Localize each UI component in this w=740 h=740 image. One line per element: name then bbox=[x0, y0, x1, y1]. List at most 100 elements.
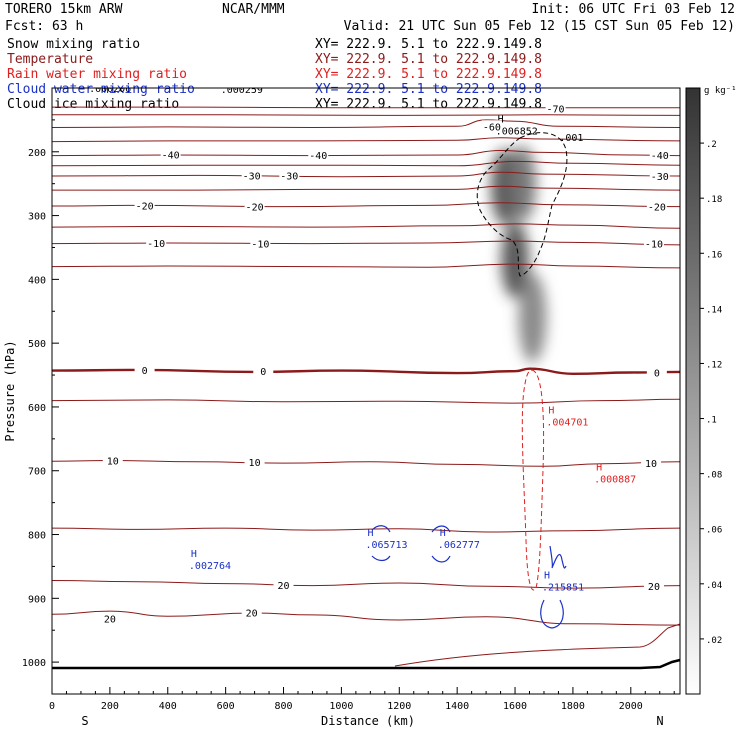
isotherm-label-bg-10 bbox=[646, 200, 667, 212]
valid-time: Valid: 21 UTC Sun 05 Feb 12 (15 CST Sun … bbox=[344, 19, 735, 34]
isotherm-label-16: 0 bbox=[654, 369, 660, 380]
marker-value-6: .065713 bbox=[365, 540, 407, 551]
marker-h-4: H bbox=[548, 406, 554, 417]
isotherm-label-bg-19 bbox=[641, 457, 662, 469]
isotherm--35 bbox=[52, 160, 680, 167]
isotherm-25 bbox=[52, 610, 680, 626]
legend-snow-xy: XY= 222.9. 5.1 to 222.9.149.8 bbox=[315, 37, 542, 52]
colorbar-ticks: .02 .04 .06 .08 .1 .12 .14 .16 .18 .2 bbox=[700, 140, 722, 646]
marker-value-4: .004701 bbox=[546, 418, 588, 429]
marker-value-8: .002764 bbox=[189, 561, 231, 572]
isotherm--25 bbox=[52, 185, 680, 191]
legend-cloud-ice-xy: XY= 222.9. 5.1 to 222.9.149.8 bbox=[315, 97, 542, 112]
y-tick-label-700: 700 bbox=[28, 467, 46, 478]
isotherm-label-22: 20 bbox=[104, 615, 116, 626]
y-tick-label-500: 500 bbox=[28, 339, 46, 350]
isotherm-label-17: 10 bbox=[107, 457, 119, 468]
isotherm-label-bg-23 bbox=[643, 580, 664, 592]
isotherm-label-bg-7 bbox=[649, 170, 670, 182]
colorbar-tick-label-1: .04 bbox=[706, 581, 722, 591]
x-tick-label-1800: 1800 bbox=[561, 701, 585, 712]
colorbar-ramp bbox=[685, 87, 701, 695]
x-tick-label-600: 600 bbox=[217, 701, 235, 712]
legend-temperature-name: Temperature bbox=[7, 52, 93, 67]
marker-value-1: .001 bbox=[559, 133, 583, 144]
x-tick-label-800: 800 bbox=[274, 701, 292, 712]
isotherm-10 bbox=[52, 459, 680, 467]
x-tick-label-400: 400 bbox=[159, 701, 177, 712]
colorbar-tick-label-0: .02 bbox=[706, 636, 722, 646]
isotherm-label-7: -30 bbox=[651, 172, 669, 183]
isotherm-label-bg-3 bbox=[308, 148, 329, 160]
x-tick-label-200: 200 bbox=[101, 701, 119, 712]
center-label: NCAR/MMM bbox=[222, 2, 285, 17]
legend-snow-name: Snow mixing ratio bbox=[7, 37, 140, 52]
isotherm-label-bg-6 bbox=[279, 169, 300, 181]
isotherm-label-20: 20 bbox=[277, 581, 289, 592]
isotherm-label-10: -20 bbox=[648, 203, 666, 214]
x-tick-label-0: 0 bbox=[49, 701, 55, 712]
colorbar-tick-label-7: .16 bbox=[706, 250, 722, 260]
y-axis: 200 300 400 500 600 700 800 900 1000 bbox=[22, 119, 59, 695]
isotherm-label-1: -60 bbox=[483, 122, 501, 133]
isotherm-label-bg-8 bbox=[134, 199, 155, 211]
colorbar-unit: g kg⁻¹ bbox=[704, 86, 737, 96]
isotherm-label-6: -30 bbox=[280, 171, 298, 182]
x-tick-label-2000: 2000 bbox=[619, 701, 643, 712]
snow-maximum-3 bbox=[518, 272, 547, 363]
legend-cloud-ice-name: Cloud ice mixing ratio bbox=[7, 97, 179, 112]
y-tick-label-200: 200 bbox=[28, 148, 46, 159]
isotherm-label-9: -20 bbox=[246, 203, 264, 214]
isotherm--30 bbox=[52, 171, 680, 178]
y-tick-label-300: 300 bbox=[28, 212, 46, 223]
isotherm--10 bbox=[52, 240, 680, 246]
isotherm--50 bbox=[52, 137, 680, 143]
isotherm-label-bg-17 bbox=[102, 454, 123, 466]
contour-markers: H.006852.001.000206.000259H.004701H.0008… bbox=[89, 84, 636, 594]
isotherm-label-bg-2 bbox=[160, 148, 181, 160]
terrain-temp-segment bbox=[394, 623, 681, 667]
colorbar-tick-label-6: .14 bbox=[706, 305, 722, 315]
plot-frame bbox=[51, 87, 681, 695]
marker-value-7: .062777 bbox=[438, 540, 480, 551]
isotherm-label-8: -20 bbox=[136, 201, 154, 212]
y-tick-label-600: 600 bbox=[28, 403, 46, 414]
isotherm-label-bg-12 bbox=[250, 237, 271, 249]
isotherm-label-15: 0 bbox=[260, 367, 266, 378]
x-axis: 0 200 400 600 800 1000 1200 1400 1600 1800 2000 bbox=[49, 687, 675, 712]
colorbar-tick-label-3: .08 bbox=[706, 471, 722, 481]
legend-rain-xy: XY= 222.9. 5.1 to 222.9.149.8 bbox=[315, 67, 542, 82]
isotherm-label-bg-0 bbox=[545, 102, 566, 114]
marker-value-2: .000206 bbox=[89, 84, 131, 95]
isotherm-label-4: -40 bbox=[651, 151, 669, 162]
isotherm-label-bg-22 bbox=[99, 612, 120, 624]
isotherm--65 bbox=[52, 114, 680, 116]
surface-line bbox=[52, 658, 681, 670]
x-axis-right-end: N bbox=[656, 714, 663, 728]
isotherm-label-bg-9 bbox=[244, 200, 265, 212]
y-tick-label-1000: 1000 bbox=[22, 658, 46, 669]
legend-cloud-water-name: Cloud water mixing ratio bbox=[7, 82, 195, 97]
model-title: TORERO 15km ARW bbox=[5, 2, 123, 17]
x-tick-label-1000: 1000 bbox=[329, 701, 353, 712]
isotherm-label-bg-4 bbox=[649, 148, 670, 160]
isotherm-15 bbox=[52, 527, 680, 533]
y-axis-label: Pressure (hPa) bbox=[3, 340, 17, 441]
isotherm-label-bg-13 bbox=[643, 237, 664, 249]
legend: Snow mixing ratio XY= 222.9. 5.1 to 222.… bbox=[7, 37, 542, 112]
legend-cloud-water-xy: XY= 222.9. 5.1 to 222.9.149.8 bbox=[315, 82, 542, 97]
isotherm-label-21: 20 bbox=[246, 608, 258, 619]
isotherm--40 bbox=[52, 149, 680, 157]
isotherm--5 bbox=[52, 263, 680, 269]
snow-maximum-1 bbox=[508, 145, 537, 222]
marker-value-9: .215851 bbox=[542, 583, 584, 594]
x-axis-label: Distance (km) bbox=[321, 714, 415, 728]
marker-h-0: H bbox=[498, 115, 504, 126]
hydrometeor-contours bbox=[371, 132, 568, 629]
init-time: Init: 06 UTC Fri 03 Feb 12 bbox=[532, 2, 736, 17]
isotherm--15 bbox=[52, 223, 680, 229]
legend-temperature-xy: XY= 222.9. 5.1 to 222.9.149.8 bbox=[315, 52, 542, 67]
isotherm-label-2: -40 bbox=[162, 150, 180, 161]
forecast-hour: Fcst: 63 h bbox=[5, 19, 83, 34]
isotherm-label-bg-16 bbox=[646, 366, 667, 378]
